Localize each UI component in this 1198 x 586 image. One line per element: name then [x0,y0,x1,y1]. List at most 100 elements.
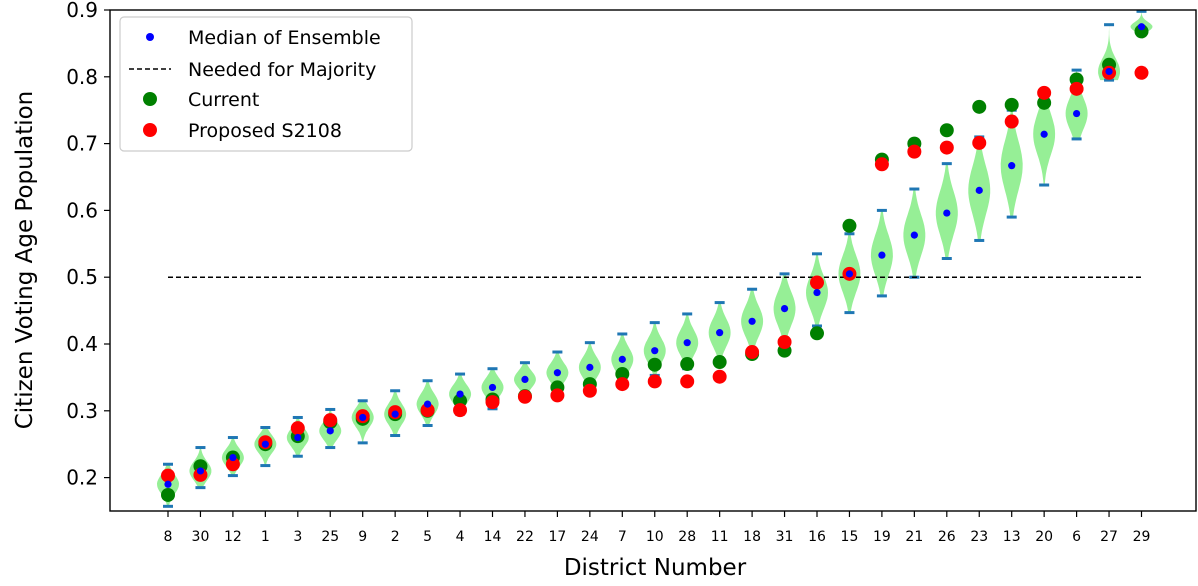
median-point-25 [326,427,334,435]
x-tick-label-7: 7 [618,529,627,545]
x-tick-label-12: 12 [224,529,242,545]
median-point-12 [229,453,237,462]
median-point-4 [456,390,464,398]
x-tick-label-24: 24 [581,529,599,545]
legend-label-proposed: Proposed S2108 [188,120,342,142]
proposed-point-29 [1134,65,1149,80]
median-point-19 [878,251,886,259]
current-point-8 [161,487,175,502]
proposed-point-31 [777,334,792,349]
x-tick-label-14: 14 [484,529,502,545]
proposed-point-7 [615,377,630,392]
x-tick-label-8: 8 [164,529,173,545]
median-point-8 [164,480,172,488]
median-point-21 [910,231,918,239]
current-point-7 [615,367,630,382]
data-points [161,23,1149,502]
x-tick-label-22: 22 [516,529,534,545]
current-point-29 [1134,24,1149,39]
median-point-5 [424,400,432,408]
x-tick-label-21: 21 [905,529,923,545]
median-point-11 [716,329,724,337]
proposed-point-21 [907,144,922,159]
median-point-29 [1137,23,1146,31]
y-axis-ticks: 0.2 0.3 0.4 0.5 0.6 0.7 0.8 0.9 [66,0,110,490]
legend-marker-proposed [143,123,157,137]
median-point-18 [748,317,756,325]
median-point-27 [1105,67,1113,76]
proposed-point-4 [453,403,468,418]
x-tick-label-28: 28 [678,529,696,545]
median-point-2 [391,410,399,418]
proposed-point-11 [712,369,727,384]
proposed-point-8 [161,468,175,483]
current-point-23 [972,99,987,114]
x-tick-label-30: 30 [192,529,210,545]
median-point-26 [943,209,951,217]
legend-label-current: Current [188,89,259,111]
y-tick-label-0.8: 0.8 [66,65,98,89]
current-point-16 [810,326,824,341]
legend-label-majority: Needed for Majority [188,59,376,81]
median-point-7 [618,355,626,363]
x-tick-label-6: 6 [1072,529,1081,545]
proposed-point-3 [290,421,305,436]
x-tick-label-20: 20 [1035,529,1053,545]
median-point-1 [261,440,269,448]
x-tick-label-11: 11 [711,529,729,545]
median-point-16 [813,288,821,297]
y-tick-label-0.3: 0.3 [66,399,98,423]
x-tick-label-10: 10 [646,529,664,545]
y-tick-label-0.7: 0.7 [66,132,98,156]
proposed-point-19 [874,157,889,172]
x-tick-label-31: 31 [776,529,794,545]
proposed-point-10 [647,374,662,389]
median-point-30 [196,467,205,475]
x-tick-label-26: 26 [938,529,956,545]
violin-20 [1033,96,1056,185]
current-point-20 [1037,95,1052,110]
x-tick-label-27: 27 [1100,529,1118,545]
legend-frame [119,16,413,152]
proposed-point-6 [1069,81,1084,96]
x-tick-label-9: 9 [358,529,367,545]
x-tick-label-23: 23 [970,529,988,545]
median-point-31 [780,304,789,313]
median-point-3 [294,433,302,442]
median-point-20 [1040,130,1048,138]
median-point-23 [975,186,983,194]
median-point-15 [845,270,854,278]
axes-frame [109,9,1197,512]
median-point-22 [521,375,529,384]
x-tick-label-3: 3 [293,529,302,545]
legend: Median of Ensemble Needed for Majority C… [119,16,413,152]
y-tick-label-0.2: 0.2 [66,466,98,490]
proposed-point-20 [1037,85,1052,100]
axes [109,9,1197,512]
median-point-28 [683,339,691,347]
x-tick-label-2: 2 [391,529,400,545]
proposed-point-17 [550,388,565,403]
proposed-point-5 [420,403,435,418]
median-point-10 [651,347,659,355]
x-tick-label-4: 4 [456,529,465,545]
x-axis-title: District Number [564,555,747,581]
proposed-point-12 [225,457,240,472]
proposed-point-16 [810,275,824,290]
median-point-17 [553,369,562,377]
y-tick-label-0.9: 0.9 [66,0,98,22]
proposed-point-24 [582,383,597,398]
x-axis-ticks: 8 30 12 1 3 25 9 2 5 4 14 22 17 24 7 10 28 11 18 31 16 15 19 21… [164,511,1150,545]
legend-label-median: Median of Ensemble [188,27,381,49]
median-point-14 [488,383,497,392]
proposed-point-14 [485,395,500,410]
y-tick-label-0.4: 0.4 [66,332,98,356]
median-point-9 [359,413,367,422]
y-tick-label-0.6: 0.6 [66,198,98,222]
violin-6 [1065,70,1088,139]
proposed-point-25 [323,413,338,428]
current-point-10 [647,357,662,372]
violin-29 [1130,11,1153,32]
x-tick-label-19: 19 [873,529,891,545]
